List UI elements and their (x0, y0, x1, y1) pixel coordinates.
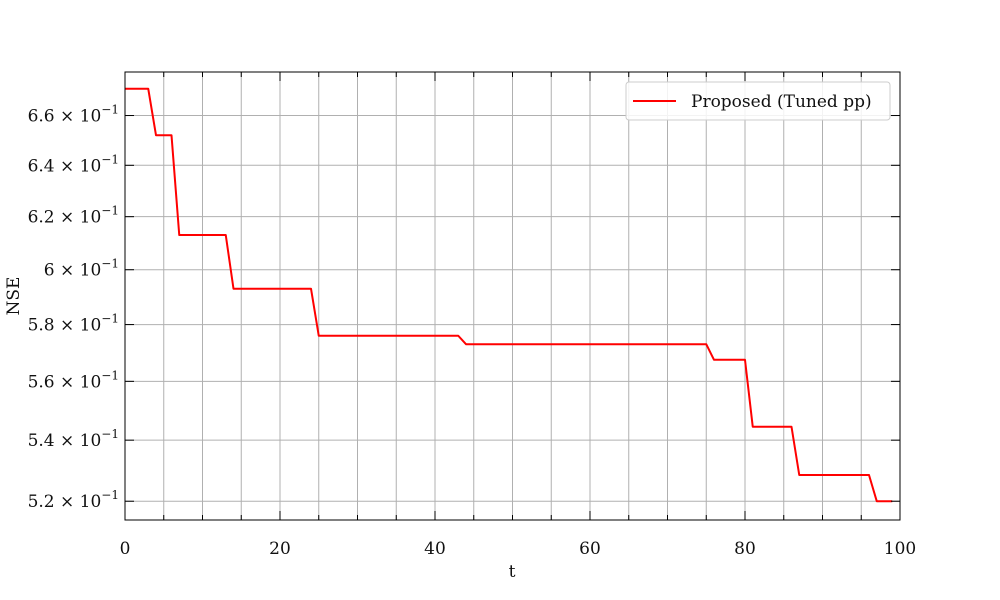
ticks (124, 72, 901, 520)
grid (125, 72, 900, 520)
series-layer (125, 87, 893, 503)
legend: Proposed (Tuned pp) (625, 81, 891, 121)
legend-box (625, 81, 891, 121)
y-tick-label: 6.4 × 10−1 (28, 152, 119, 176)
y-tick-label: 5.6 × 10−1 (28, 368, 119, 392)
series-line-proposed (125, 87, 893, 503)
x-tick-label: 0 (120, 539, 131, 559)
y-tick-label: 5.4 × 10−1 (28, 427, 119, 451)
x-axis-label: t (509, 562, 516, 582)
y-axis-label: NSE (4, 277, 24, 316)
y-tick-label: 6.6 × 10−1 (28, 103, 119, 127)
y-tick-label: 6 × 10−1 (44, 257, 119, 281)
tick-labels: 0 20 40 60 80 100 5.2 × 10−1 5.4 × 10−1 5.6 × 10… (28, 103, 917, 559)
y-tick-label: 6.2 × 10−1 (28, 204, 119, 228)
x-tick-label: 100 (884, 539, 916, 559)
x-tick-label: 40 (424, 539, 446, 559)
legend-label-proposed: Proposed (Tuned pp) (691, 92, 872, 112)
x-tick-label: 60 (579, 539, 601, 559)
y-tick-label: 5.8 × 10−1 (28, 312, 119, 336)
y-tick-label: 5.2 × 10−1 (28, 488, 119, 512)
x-tick-label: 80 (734, 539, 756, 559)
x-tick-label: 20 (269, 539, 291, 559)
